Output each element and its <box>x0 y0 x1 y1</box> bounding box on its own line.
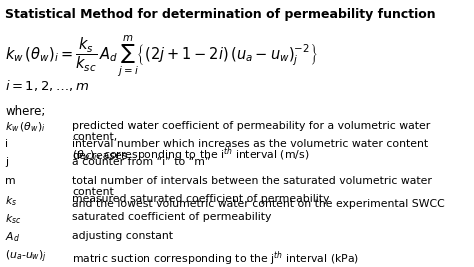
Text: adjusting constant: adjusting constant <box>72 231 173 241</box>
Text: saturated coefficient of permeability: saturated coefficient of permeability <box>72 212 272 222</box>
Text: a counter from “i” to “m”: a counter from “i” to “m” <box>72 158 210 167</box>
Text: total number of intervals between the saturated volumetric water content
and the: total number of intervals between the sa… <box>72 176 445 209</box>
Text: interval number which increases as the volumetric water content decreases: interval number which increases as the v… <box>72 139 428 161</box>
Text: $k_{sc}$: $k_{sc}$ <box>5 212 22 226</box>
Text: $k_w\,(\theta_w)_i = \dfrac{k_s}{k_{sc}}\,A_d\,\sum_{j=i}^{m}\left\{(2j+1-2i)\,(: $k_w\,(\theta_w)_i = \dfrac{k_s}{k_{sc}}… <box>5 34 319 79</box>
Text: predicted water coefficient of permeability for a volumetric water content,
$(\t: predicted water coefficient of permeabil… <box>72 121 430 164</box>
Text: m: m <box>5 176 16 186</box>
Text: matric suction corresponding to the j$^{th}$ interval (kPa): matric suction corresponding to the j$^{… <box>72 249 359 267</box>
Text: $(u_a\text{-}u_w)_j$: $(u_a\text{-}u_w)_j$ <box>5 249 47 265</box>
Text: $k_s$: $k_s$ <box>5 194 18 208</box>
Text: where;: where; <box>5 105 46 118</box>
Text: $A_d$: $A_d$ <box>5 231 20 244</box>
Text: j: j <box>5 158 9 167</box>
Text: $k_w\,(\theta_w)_i$: $k_w\,(\theta_w)_i$ <box>5 121 46 134</box>
Text: measured saturated coefficient of permeability: measured saturated coefficient of permea… <box>72 194 329 204</box>
Text: Statistical Method for determination of permeability function: Statistical Method for determination of … <box>5 8 436 21</box>
Text: $i = 1, 2, \ldots, m$: $i = 1, 2, \ldots, m$ <box>5 78 90 93</box>
Text: i: i <box>5 139 9 149</box>
